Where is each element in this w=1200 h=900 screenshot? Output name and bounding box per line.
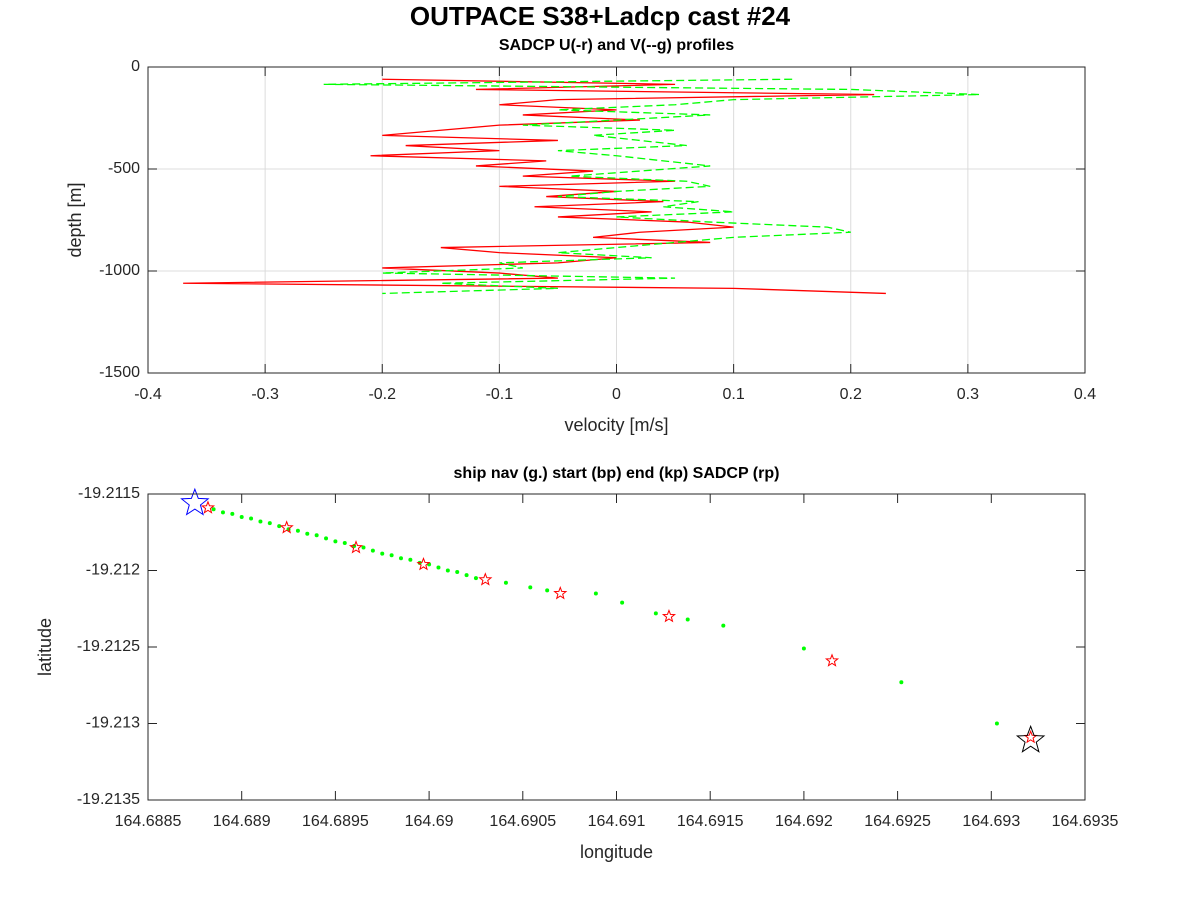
nav-point xyxy=(230,511,235,516)
y-tick-label: -1000 xyxy=(99,262,140,279)
nav-point xyxy=(324,536,329,541)
nav-point xyxy=(249,516,254,521)
x-tick-label: -0.4 xyxy=(134,386,162,403)
nav-point xyxy=(211,507,216,512)
nav-point xyxy=(370,548,375,553)
profile-line xyxy=(323,78,980,295)
x-tick-label: 164.6935 xyxy=(1052,813,1119,830)
nav-point xyxy=(593,591,598,596)
nav-point xyxy=(258,519,263,524)
chart-title: ship nav (g.) start (bp) end (kp) SADCP … xyxy=(454,465,780,482)
x-tick-label: 164.689 xyxy=(213,813,271,830)
nav-point xyxy=(295,528,300,533)
x-axis-label: longitude xyxy=(580,842,653,862)
x-tick-label: 0.3 xyxy=(957,386,979,403)
nav-point xyxy=(220,510,225,515)
nav-point xyxy=(389,553,394,558)
x-tick-label: 0 xyxy=(612,386,621,403)
x-tick-label: 0.4 xyxy=(1074,386,1096,403)
nav-point xyxy=(361,545,366,550)
x-tick-label: 164.6905 xyxy=(489,813,556,830)
nav-point xyxy=(653,611,658,616)
nav-point xyxy=(899,680,904,685)
y-tick-label: -500 xyxy=(108,160,140,177)
x-tick-label: 0.1 xyxy=(723,386,745,403)
nav-point xyxy=(342,540,347,545)
nav-point xyxy=(528,585,533,590)
x-axis-label: velocity [m/s] xyxy=(564,415,668,435)
nav-point xyxy=(994,721,999,726)
x-tick-label: -0.3 xyxy=(251,386,279,403)
nav-point xyxy=(473,576,478,581)
nav-point xyxy=(314,533,319,538)
x-tick-label: 164.69 xyxy=(405,813,454,830)
x-tick-label: 164.691 xyxy=(588,813,646,830)
x-tick-label: 164.693 xyxy=(962,813,1020,830)
chart-title: SADCP U(-r) and V(--g) profiles xyxy=(499,37,734,54)
y-tick-label: -19.2115 xyxy=(78,485,140,502)
sadcp-star xyxy=(200,500,216,514)
sadcp-star xyxy=(478,572,493,586)
x-tick-label: 164.692 xyxy=(775,813,833,830)
y-tick-label: -19.2125 xyxy=(77,638,140,655)
nav-point xyxy=(685,617,690,622)
endpoint-star xyxy=(180,487,210,516)
x-tick-label: 164.6925 xyxy=(864,813,931,830)
y-tick-label: -19.2135 xyxy=(77,791,140,808)
nav-point xyxy=(239,514,244,519)
y-axis-label: latitude xyxy=(35,618,55,676)
sadcp-star xyxy=(1023,729,1038,744)
x-tick-label: -0.1 xyxy=(486,386,514,403)
nav-point xyxy=(408,557,413,562)
sadcp-star xyxy=(553,586,568,600)
nav-point xyxy=(305,531,310,536)
nav-point xyxy=(801,646,806,651)
y-tick-label: -19.213 xyxy=(86,715,140,732)
axes-frame xyxy=(147,493,1086,801)
sadcp-star xyxy=(661,608,677,623)
nav-point xyxy=(503,580,508,585)
sadcp-star xyxy=(279,520,294,534)
nav-point xyxy=(445,568,450,573)
nav-point xyxy=(620,600,625,605)
profile-line xyxy=(183,78,886,295)
x-tick-label: 164.6895 xyxy=(302,813,369,830)
nav-point xyxy=(277,524,282,529)
y-tick-label: -1500 xyxy=(99,364,140,381)
sadcp-star xyxy=(348,540,364,554)
axes-frame xyxy=(147,66,1086,374)
x-tick-label: 0.2 xyxy=(840,386,862,403)
y-axis-label: depth [m] xyxy=(65,182,85,257)
nav-point xyxy=(380,551,385,556)
x-tick-label: 164.6915 xyxy=(677,813,744,830)
x-tick-label: -0.2 xyxy=(368,386,396,403)
sadcp-star xyxy=(416,556,431,571)
figure-title: OUTPACE S38+Ladcp cast #24 xyxy=(410,1,791,31)
nav-point xyxy=(464,573,469,578)
nav-point xyxy=(267,521,272,526)
nav-point xyxy=(436,565,441,570)
endpoint-star xyxy=(1015,724,1046,753)
nav-point xyxy=(333,539,338,544)
x-tick-label: 164.6885 xyxy=(115,813,182,830)
nav-point xyxy=(398,556,403,561)
nav-point xyxy=(545,588,550,593)
y-tick-label: -19.212 xyxy=(86,562,140,579)
nav-point xyxy=(455,570,460,575)
nav-point xyxy=(721,623,726,628)
sadcp-star xyxy=(824,653,840,667)
y-tick-label: 0 xyxy=(131,58,140,75)
